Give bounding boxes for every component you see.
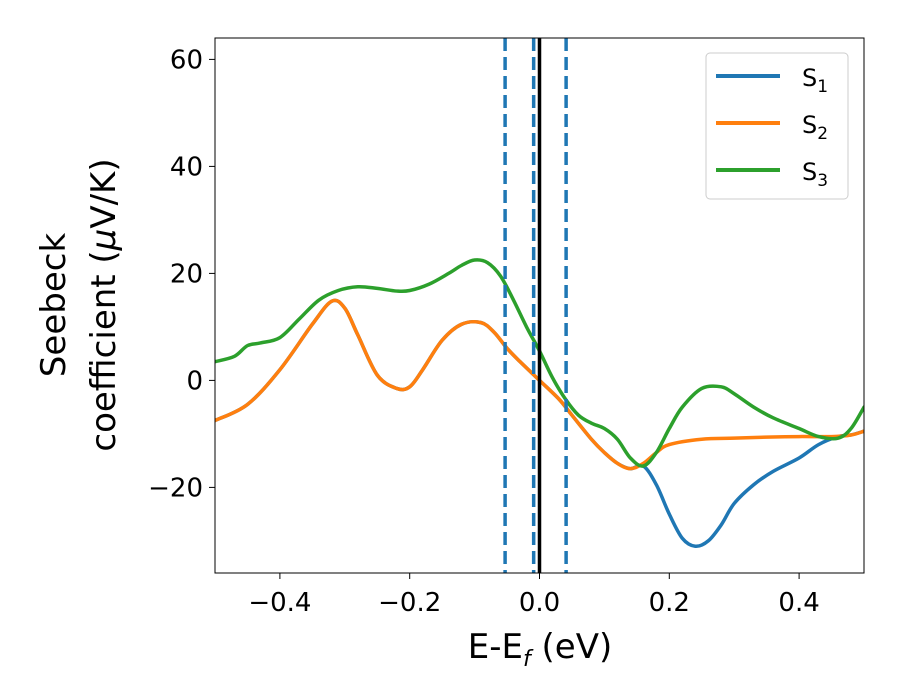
legend-label-s2: S2 xyxy=(802,111,828,144)
y-axis-title: Seebeck coefficient (μV/K) xyxy=(34,158,124,451)
legend-label-s1: S1 xyxy=(802,64,828,97)
y-tick-label: 0 xyxy=(186,366,203,396)
x-tick-label: −0.4 xyxy=(248,588,311,618)
x-tick-label: 0.2 xyxy=(649,588,690,618)
x-axis-title-sub: f xyxy=(523,647,534,672)
y-axis-ticks: −20 0 20 40 60 xyxy=(148,45,215,503)
x-tick-label: −0.2 xyxy=(378,588,441,618)
y-axis-title-line2: coefficient (μV/K) xyxy=(84,158,124,451)
y-tick-label: 60 xyxy=(170,45,203,75)
series-line-s3 xyxy=(215,258,864,468)
x-axis-title: E-Ef (eV) xyxy=(468,627,613,672)
y-tick-label: 20 xyxy=(170,259,203,289)
legend-box xyxy=(705,52,849,200)
x-axis-title-unit: (eV) xyxy=(531,627,613,667)
y-tick-label: −20 xyxy=(148,473,203,503)
vline-layer xyxy=(503,38,568,573)
x-tick-label: 0.4 xyxy=(778,588,819,618)
legend: S1 S2 S3 xyxy=(705,52,849,200)
x-tick-label: 0.0 xyxy=(519,588,560,618)
legend-label-s3: S3 xyxy=(802,158,828,191)
y-tick-label: 40 xyxy=(170,152,203,182)
series-line-s2 xyxy=(215,298,864,471)
x-axis-title-main: E-E xyxy=(468,627,523,667)
series-layer xyxy=(215,258,864,549)
x-axis-ticks: −0.4 −0.2 0.0 0.2 0.4 xyxy=(248,573,820,618)
y-axis-title-line1: Seebeck xyxy=(34,233,74,378)
